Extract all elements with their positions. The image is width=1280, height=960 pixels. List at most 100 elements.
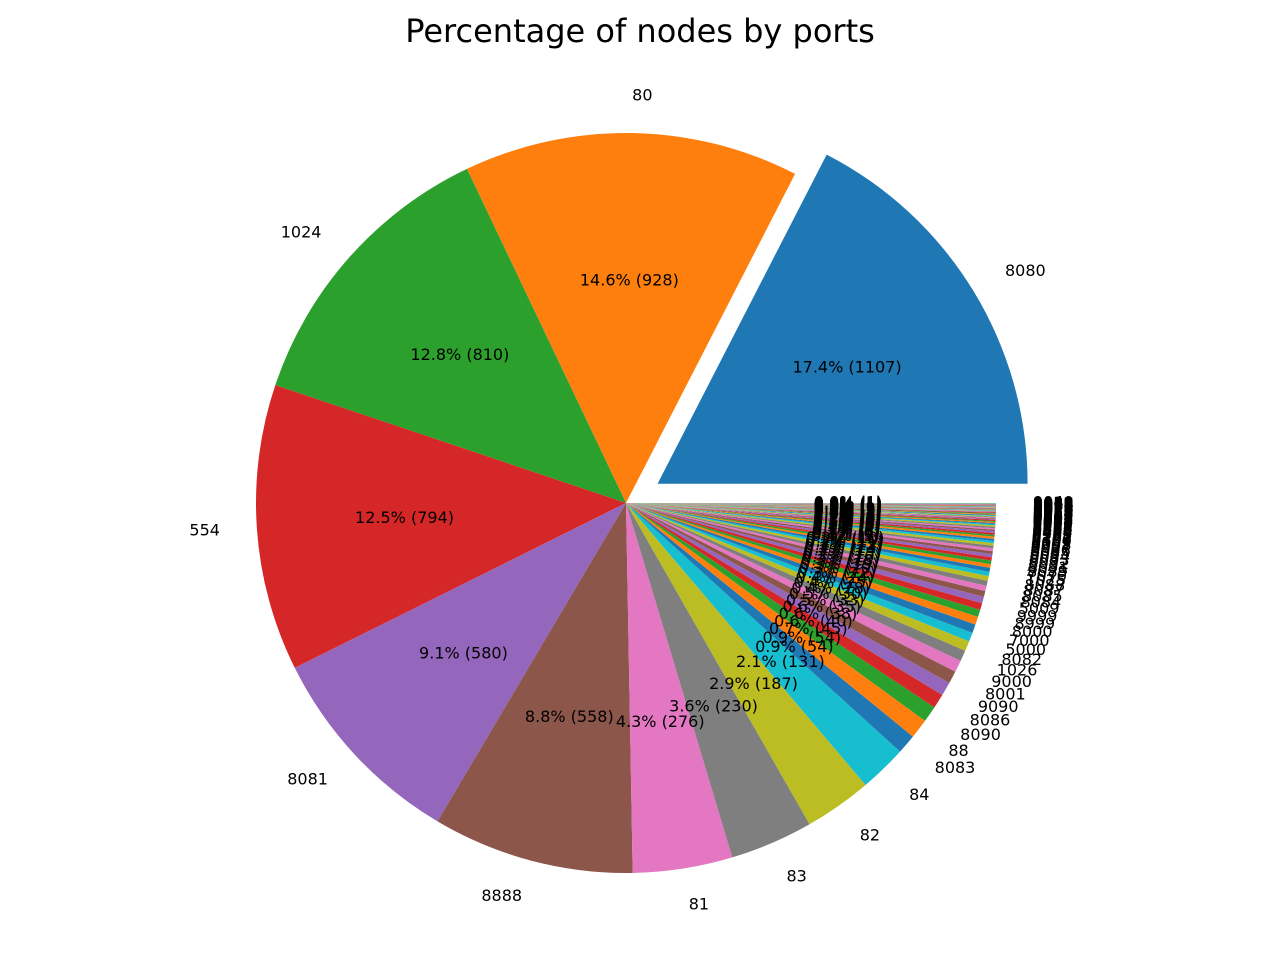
pie-slice-8092 bbox=[626, 503, 992, 561]
slice-label-8087: 8087 bbox=[1023, 581, 1064, 600]
pie-slice-8094 bbox=[626, 503, 993, 555]
slice-pct-label-8585: 0.1% (4) bbox=[813, 508, 881, 527]
slice-pct-label-9012: 0.0% (2) bbox=[814, 499, 882, 518]
pie-slice-5000 bbox=[626, 503, 973, 642]
slice-pct-label-9026: 0.0% (1) bbox=[814, 496, 882, 515]
slice-label-8181: 8181 bbox=[1031, 529, 1072, 548]
pie-slice-9011 bbox=[626, 503, 996, 516]
slice-label-9028: 9028 bbox=[1033, 498, 1074, 517]
slice-label-5009: 5009 bbox=[1019, 599, 1060, 618]
slice-label-8095: 8095 bbox=[1030, 544, 1071, 563]
slice-label-9030: 9030 bbox=[1033, 497, 1074, 516]
slice-label-9002: 9002 bbox=[1032, 514, 1073, 533]
slice-label-8888: 8888 bbox=[481, 886, 522, 905]
slice-label-8000: 8000 bbox=[1012, 622, 1053, 641]
pie-slice-9999 bbox=[626, 503, 983, 610]
pie-slice-8000 bbox=[626, 503, 979, 625]
slice-pct-label-9004: 0.0% (3) bbox=[814, 503, 882, 522]
slice-label-9010: 9010 bbox=[1033, 507, 1074, 526]
slice-pct-label-9009: 0.0% (2) bbox=[814, 501, 882, 520]
pie-slices bbox=[255, 133, 1028, 873]
slice-label-9039: 9039 bbox=[1033, 493, 1074, 512]
slice-pct-label-9025: 0.0% (1) bbox=[814, 496, 882, 515]
slice-pct-label-82: 2.9% (187) bbox=[709, 674, 798, 693]
slice-label-8686: 8686 bbox=[1032, 519, 1073, 538]
slice-label-9017: 9017 bbox=[1033, 502, 1074, 521]
pie-slice-8686 bbox=[626, 503, 996, 529]
slice-label-9008: 9008 bbox=[1033, 508, 1074, 527]
pie-slice-9038 bbox=[626, 503, 996, 505]
slice-label-9035: 9035 bbox=[1033, 495, 1074, 514]
pie-slice-1025 bbox=[626, 503, 990, 577]
slice-pct-label-8181: 0.1% (5) bbox=[813, 512, 881, 531]
slice-pct-label-9039: 0.0% (1) bbox=[814, 493, 882, 512]
pie-slice-9037 bbox=[626, 503, 996, 505]
pie-slice-9007 bbox=[626, 503, 996, 519]
slice-label-8081: 8081 bbox=[287, 770, 328, 789]
slice-pct-label-9035: 0.0% (1) bbox=[814, 494, 882, 513]
slice-pct-label-8084: 0.3% (16) bbox=[802, 547, 881, 566]
pie-slice-1024 bbox=[275, 168, 626, 504]
slice-label-8098: 8098 bbox=[1031, 536, 1072, 555]
slice-label-9005: 9005 bbox=[1033, 511, 1074, 530]
pie-slice-9001 bbox=[626, 503, 996, 525]
slice-pct-label-8001: 0.6% (35) bbox=[783, 597, 862, 616]
slice-pct-label-9030: 0.0% (1) bbox=[814, 495, 882, 514]
slice-pct-label-9017: 0.0% (1) bbox=[814, 498, 882, 517]
pie-slice-8585 bbox=[626, 503, 996, 530]
pie-slice-8085 bbox=[626, 503, 987, 592]
slice-label-8092: 8092 bbox=[1028, 554, 1069, 573]
slice-label-9012: 9012 bbox=[1033, 505, 1074, 524]
pie-slice-9014 bbox=[626, 503, 996, 514]
slice-label-83: 83 bbox=[786, 867, 806, 886]
pie-slice-7070 bbox=[626, 503, 991, 572]
slice-label-9015: 9015 bbox=[1033, 503, 1074, 522]
slice-pct-label-8090: 0.7% (45) bbox=[769, 619, 848, 638]
slice-pct-label-9014: 0.0% (2) bbox=[814, 498, 882, 517]
pie-slice-9027 bbox=[626, 503, 996, 509]
slice-pct-label-9090: 0.6% (38) bbox=[779, 604, 858, 623]
slice-label-8085: 8085 bbox=[1022, 587, 1063, 606]
pie-slice-9021 bbox=[626, 503, 996, 511]
slice-pct-label-9020: 0.0% (1) bbox=[814, 497, 882, 516]
pie-slice-9016 bbox=[626, 503, 996, 513]
slice-pct-label-88: 0.9% (54) bbox=[763, 628, 842, 647]
pie-slice-9009 bbox=[626, 503, 996, 517]
pie-slice-8093 bbox=[626, 503, 993, 558]
pie-slice-8091 bbox=[626, 503, 992, 565]
pie-slice-8083 bbox=[626, 503, 913, 752]
pie-slice-8096 bbox=[626, 503, 994, 549]
slice-label-8585: 8585 bbox=[1032, 521, 1073, 540]
slice-label-9033: 9033 bbox=[1033, 496, 1074, 515]
pie-slice-83 bbox=[626, 503, 810, 858]
slice-pct-label-8092: 0.1% (9) bbox=[811, 526, 879, 545]
slice-pct-label-9005: 0.0% (2) bbox=[814, 502, 882, 521]
slice-label-8088: 8088 bbox=[1024, 576, 1065, 595]
pie-slice-9024 bbox=[626, 503, 996, 510]
slice-label-9031: 9031 bbox=[1033, 496, 1074, 515]
slice-label-9001: 9001 bbox=[1032, 515, 1073, 534]
pie-slice-8095 bbox=[626, 503, 994, 552]
slice-pct-label-9034: 0.0% (1) bbox=[814, 494, 882, 513]
slice-pct-label-8099: 0.1% (6) bbox=[813, 515, 881, 534]
slice-label-8084: 8084 bbox=[1020, 593, 1061, 612]
slice-pct-label-9000: 0.5% (33) bbox=[786, 590, 865, 609]
pie-slice-8087 bbox=[626, 503, 988, 586]
slice-label-9013: 9013 bbox=[1033, 504, 1074, 523]
pie-slice-8082 bbox=[626, 503, 970, 651]
slice-pct-label-1026: 0.5% (30) bbox=[789, 584, 868, 603]
pie-slice-8081 bbox=[294, 503, 626, 822]
slice-pct-label-8989: 0.0% (3) bbox=[813, 506, 881, 525]
pie-slice-5009 bbox=[626, 503, 984, 604]
slice-pct-label-9033: 0.0% (1) bbox=[814, 494, 882, 513]
slice-label-8282: 8282 bbox=[1032, 527, 1073, 546]
pie-slice-8181 bbox=[626, 503, 995, 537]
slice-pct-label-8091: 0.2% (10) bbox=[806, 528, 885, 547]
pie-slice-9006 bbox=[626, 503, 996, 520]
slice-label-8094: 8094 bbox=[1029, 547, 1070, 566]
pie-labels: 8080 17.4% (1107) 80 14.6% (928) 1024 12.8% (… bbox=[189, 86, 1073, 914]
pie-slice-9035 bbox=[626, 503, 996, 506]
slice-label-9029: 9029 bbox=[1033, 497, 1074, 516]
slice-pct-label-9999: 0.3% (19) bbox=[800, 555, 879, 574]
slice-label-9014: 9014 bbox=[1033, 503, 1074, 522]
